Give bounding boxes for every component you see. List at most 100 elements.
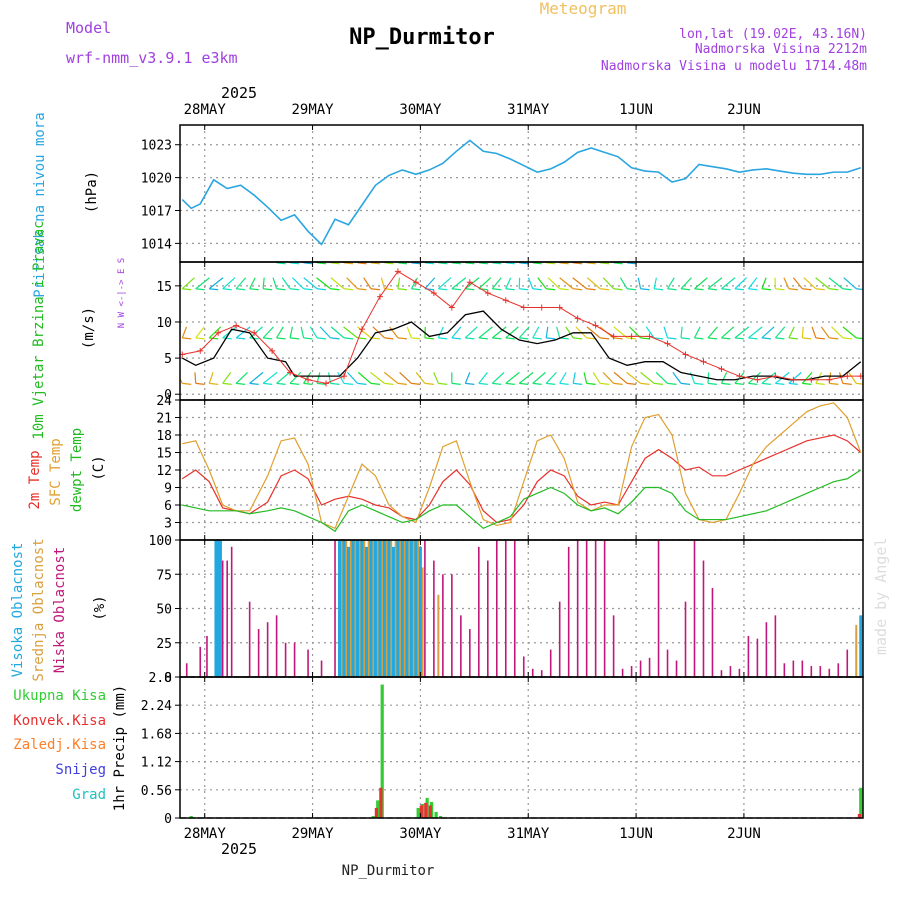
y-tick-label: 21	[156, 412, 172, 427]
x-date-label-bottom: 29MAY	[291, 826, 334, 842]
x-date-label-bottom: 28MAY	[184, 826, 227, 842]
y-tick-label: 12	[156, 464, 172, 479]
y-tick-label: 50	[156, 603, 172, 618]
y-tick-label: 1020	[141, 172, 172, 187]
conv-precip-bar	[379, 788, 382, 818]
compass-label: N W <-|-> E S	[117, 258, 127, 328]
low-cloud-bar	[334, 540, 336, 677]
mid-cloud-bar	[395, 540, 397, 677]
low-cloud-bar	[249, 602, 251, 677]
low-cloud-bar	[721, 670, 723, 677]
high-cloud-bar	[401, 540, 404, 677]
low-cloud-bar	[685, 602, 687, 677]
high-cloud-bar	[369, 540, 372, 677]
low-cloud-bar	[811, 666, 813, 677]
sfc-temp-title: SFC Temp	[48, 438, 64, 505]
y-tick-label: 15	[156, 280, 172, 295]
conv-precip-bar	[429, 805, 432, 818]
low-cloud-bar	[424, 540, 426, 677]
low-cloud-bar	[541, 670, 543, 677]
low-cloud-bar	[640, 661, 642, 677]
low-cloud-bar	[496, 540, 498, 677]
low-cloud-bar	[469, 629, 471, 677]
low-cloud-bar	[487, 561, 489, 677]
conv-precip-bar	[424, 803, 427, 818]
low-cloud-bar	[514, 540, 516, 677]
precip-legend-snow: Snijeg	[55, 762, 106, 778]
low-cloud-bar	[577, 540, 579, 677]
mid-cloud-bar	[386, 540, 388, 677]
mid-cloud-bar	[350, 540, 352, 677]
low-cloud-bar	[595, 540, 597, 677]
high-cloud-bar	[396, 540, 399, 677]
mid-cloud-bar	[354, 540, 356, 677]
wind-title: 10m Vjetar Brzina i Pravac	[31, 220, 47, 439]
y-tick-label: 1.12	[141, 756, 172, 771]
low-cloud-bar	[613, 615, 615, 677]
low-cloud-bar	[703, 561, 705, 677]
model-name: wrf-nmm_v3.9.1 e3km	[66, 49, 238, 67]
low-cloud-bar	[820, 666, 822, 677]
y-tick-label: 0	[164, 812, 172, 827]
x-date-label-bottom: 1JUN	[619, 826, 653, 842]
high-cloud-bar	[859, 615, 862, 677]
low-cloud-bar	[231, 547, 233, 677]
high-cloud-bar	[419, 547, 422, 677]
high-cloud-bar	[405, 540, 408, 677]
mid-cloud-bar	[390, 540, 392, 677]
high-cloud-bar	[356, 540, 359, 677]
y-tick-label: 0.56	[141, 784, 172, 799]
mid-cloud-bar	[345, 540, 347, 677]
y-tick-label: 10	[156, 316, 172, 331]
low-cloud-bar	[631, 666, 633, 677]
mid-cloud-bar	[417, 540, 419, 677]
mid-cloud-bar	[413, 540, 415, 677]
precip-legend-hail: Grad	[72, 787, 106, 803]
low-cloud-bar	[694, 540, 696, 677]
mid-cloud-bar	[422, 567, 424, 677]
y-tick-label: 15	[156, 447, 172, 462]
low-cloud-bar	[766, 622, 768, 677]
low-cloud-bar	[532, 669, 534, 677]
low-cloud-bar	[730, 666, 732, 677]
high-cloud-bar	[374, 540, 377, 677]
y-tick-label: 2.8	[149, 671, 172, 686]
mid-cloud-bar	[363, 540, 365, 677]
high-cloud-bar	[338, 540, 341, 677]
model-label: Model	[66, 19, 111, 37]
low-cloud-bar	[285, 643, 287, 677]
high-cloud-bar	[351, 540, 354, 677]
high-cloud-bar	[383, 540, 386, 677]
mid-cloud-bar	[359, 540, 361, 677]
mid-cloud-bar	[372, 540, 374, 677]
low-cloud-bar	[748, 636, 750, 677]
y-tick-label: 3	[164, 517, 172, 532]
y-tick-label: 1017	[141, 204, 172, 219]
low-cloud-bar	[784, 663, 786, 677]
footer-name: NP_Durmitor	[342, 863, 435, 879]
temp-ylabel: (C)	[91, 455, 107, 480]
precip-legend-frz: Zaledj.Kisa	[13, 737, 106, 753]
low-cloud-bar	[505, 540, 507, 677]
y-tick-label: 75	[156, 568, 172, 583]
low-cloud-bar	[712, 588, 714, 677]
high-cloud-bar	[387, 540, 390, 677]
x-date-label-top: 30MAY	[399, 102, 442, 118]
low-cloud-bar	[460, 615, 462, 677]
low-cloud-bar	[321, 661, 323, 677]
total-precip-bar	[435, 812, 438, 818]
high-cloud-bar	[343, 540, 346, 677]
x-date-label-bottom: 31MAY	[507, 826, 550, 842]
low-cloud-bar	[433, 561, 435, 677]
low-cloud-bar	[676, 661, 678, 677]
low-cloud-bar	[451, 574, 453, 677]
x-date-label-top: 1JUN	[619, 102, 653, 118]
precip-legend-total: Ukupna Kisa	[13, 688, 106, 704]
mid-cloud-bar	[437, 595, 439, 677]
low-cloud-bar	[258, 629, 260, 677]
low-cloud-bar	[568, 547, 570, 677]
location: lon,lat (19.02E, 43.16N)	[679, 27, 867, 42]
credit: made by Angel	[872, 538, 890, 655]
low-cloud-bar	[775, 615, 777, 677]
